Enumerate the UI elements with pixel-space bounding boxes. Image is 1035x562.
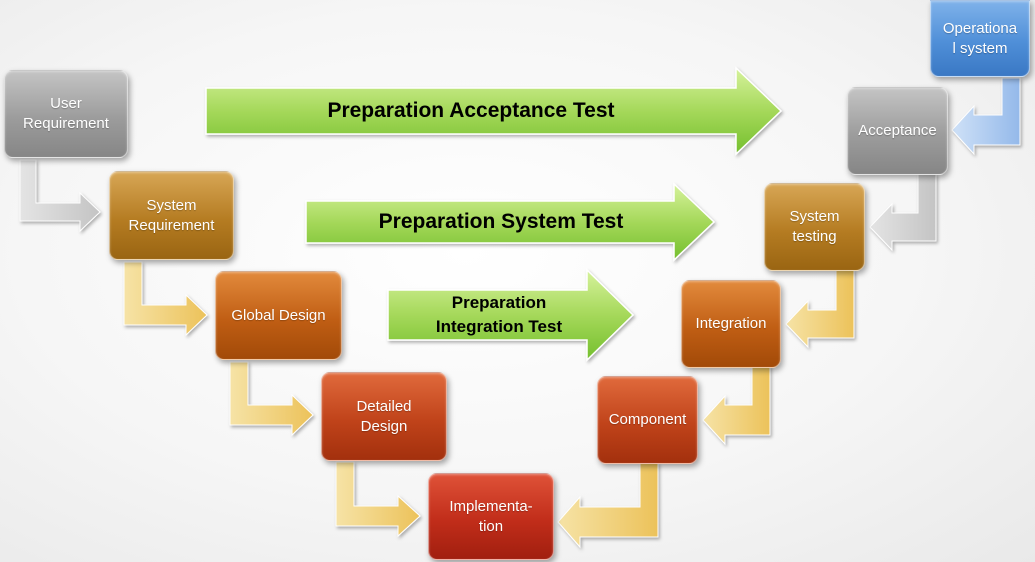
box-implementation-label: Implementa- tion: [449, 497, 533, 535]
arrow-preparation-integration-test: [387, 268, 635, 362]
box-global-design-label: Global Design: [231, 306, 326, 324]
connector-system-testing-to-acceptance: [869, 173, 937, 252]
box-system-testing-label: System testing: [789, 208, 840, 245]
box-integration: Integration: [681, 280, 781, 368]
box-acceptance-label: Acceptance: [858, 122, 937, 139]
connector-global-design-to-detailed-design: [229, 361, 314, 437]
box-detailed-design: Detailed Design: [321, 372, 447, 461]
box-detailed-design-label: Detailed Design: [356, 397, 412, 435]
box-user-requirement-label: User Requirement: [23, 95, 109, 132]
box-operational-system: Operationa l system: [930, 0, 1030, 77]
box-integration-label: Integration: [695, 315, 767, 332]
box-operational-system-label: Operationa l system: [942, 19, 1018, 57]
connector-component-to-integration: [702, 365, 771, 446]
connector-system-requirement-to-global-design: [123, 261, 208, 337]
box-system-testing: System testing: [764, 183, 865, 271]
box-system-requirement-label: System Requirement: [128, 196, 215, 234]
arrow-preparation-system-test: [305, 182, 716, 262]
connector-implementation-to-component: [557, 462, 659, 549]
connector-detailed-design-to-implementation: [335, 461, 421, 538]
box-component-label: Component: [608, 411, 687, 428]
box-implementation: Implementa- tion: [428, 473, 554, 560]
box-user-requirement: User Requirement: [4, 70, 128, 158]
connector-user-to-system-requirement: [19, 159, 101, 233]
arrow-preparation-acceptance-test: [205, 66, 783, 156]
box-acceptance: Acceptance: [847, 87, 948, 175]
box-system-requirement: System Requirement: [109, 171, 234, 260]
box-global-design: Global Design: [215, 271, 342, 360]
connector-acceptance-to-operational-system: [951, 77, 1021, 156]
connector-integration-to-system-testing: [785, 269, 855, 349]
box-component: Component: [597, 376, 698, 464]
